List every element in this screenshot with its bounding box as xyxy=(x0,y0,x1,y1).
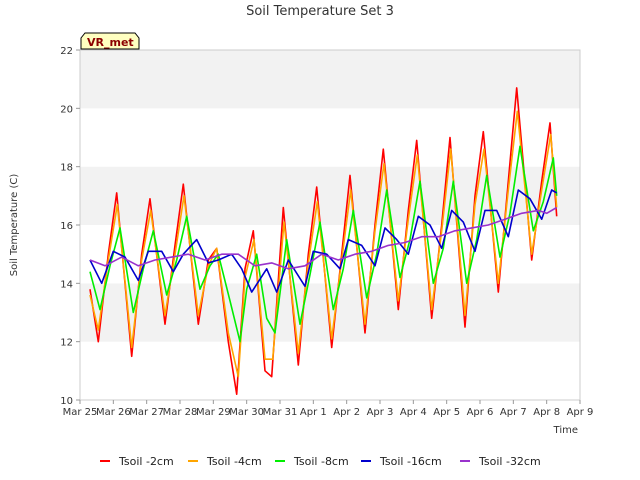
y-tick-label: 16 xyxy=(60,221,73,232)
y-axis-ticks: 10 12 14 16 18 20 22 xyxy=(60,46,80,407)
legend-label: Tsoil -2cm xyxy=(118,455,174,468)
y-tick-label: 10 xyxy=(60,396,73,407)
series-line-tsoil-4cm xyxy=(89,110,558,378)
x-tick-label: Apr 9 xyxy=(567,407,594,418)
x-tick-label: Apr 2 xyxy=(333,407,360,418)
grid-band xyxy=(80,50,580,109)
x-tick-label: Apr 4 xyxy=(400,407,427,418)
series-line-tsoil-32cm xyxy=(89,206,558,270)
x-tick-label: Apr 1 xyxy=(300,407,327,418)
legend-label: Tsoil -32cm xyxy=(478,455,541,468)
x-tick-label: Apr 5 xyxy=(433,407,460,418)
site-badge-label: VR_met xyxy=(87,36,134,49)
y-tick-label: 22 xyxy=(60,46,73,57)
legend-label: Tsoil -16cm xyxy=(379,455,442,468)
x-tick-label: Apr 7 xyxy=(500,407,527,418)
y-tick-label: 14 xyxy=(60,279,73,290)
x-tick-label: Mar 31 xyxy=(263,407,298,418)
grid-band xyxy=(80,341,580,400)
legend-label: Tsoil -8cm xyxy=(293,455,349,468)
x-tick-label: Mar 26 xyxy=(96,407,131,418)
y-tick-label: 18 xyxy=(60,163,73,174)
x-tick-label: Mar 27 xyxy=(129,407,164,418)
background-bands xyxy=(80,50,580,400)
y-axis-label: Soil Temperature (C) xyxy=(9,174,20,277)
x-tick-label: Mar 28 xyxy=(163,407,198,418)
series-line-tsoil-16cm xyxy=(89,189,558,293)
x-tick-label: Apr 8 xyxy=(533,407,560,418)
y-tick-label: 12 xyxy=(60,338,73,349)
x-tick-label: Apr 3 xyxy=(367,407,394,418)
series-layer xyxy=(89,87,558,396)
legend-label: Tsoil -4cm xyxy=(206,455,262,468)
series-line-tsoil-8cm xyxy=(89,145,558,343)
y-tick-label: 20 xyxy=(60,104,73,115)
legend: Tsoil -2cm Tsoil -4cm Tsoil -8cm Tsoil -16c… xyxy=(100,455,541,468)
x-tick-label: Mar 29 xyxy=(196,407,231,418)
grid-band xyxy=(80,108,580,167)
chart-title: Soil Temperature Set 3 xyxy=(246,4,394,19)
x-tick-label: Apr 6 xyxy=(467,407,494,418)
x-axis-label: Time xyxy=(553,425,578,436)
site-badge: VR_met xyxy=(80,32,140,50)
grid-band xyxy=(80,166,580,225)
x-tick-label: Mar 25 xyxy=(63,407,98,418)
x-tick-label: Mar 30 xyxy=(229,407,264,418)
